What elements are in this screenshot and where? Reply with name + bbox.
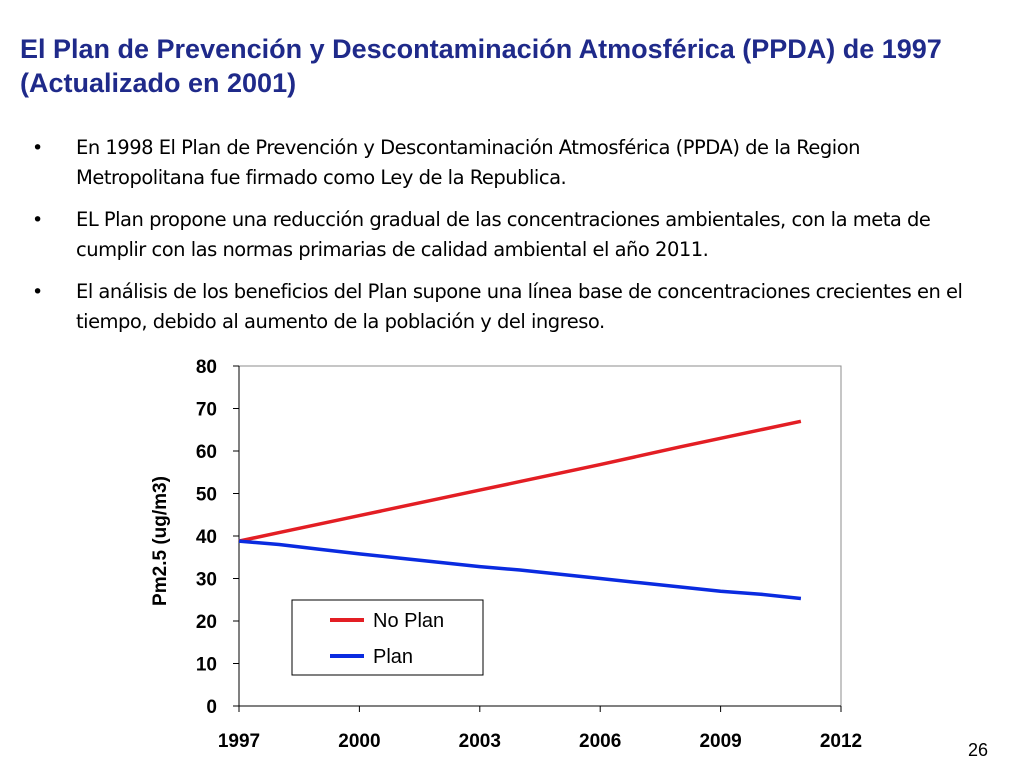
- x-tick-label: 2003: [459, 731, 501, 752]
- bullet-item: • EL Plan propone una reducción gradual …: [30, 205, 990, 265]
- bullet-item: • El análisis de los beneficios del Plan…: [30, 277, 990, 337]
- slide-title: El Plan de Prevención y Descontaminación…: [20, 34, 942, 98]
- y-tick-label: 60: [196, 442, 217, 463]
- page-number: 26: [967, 740, 988, 760]
- x-tick-label: 2009: [699, 731, 741, 752]
- x-tick-label: 1997: [218, 731, 260, 752]
- legend-label: Plan: [373, 646, 413, 668]
- legend-box: [291, 599, 484, 676]
- y-tick-label: 50: [196, 485, 217, 506]
- y-axis-label: Pm2.5 (ug/m3): [150, 476, 171, 606]
- bullet-dot: •: [32, 137, 43, 159]
- y-tick-label: 20: [196, 612, 217, 633]
- y-tick-label: 10: [196, 655, 217, 676]
- series-line-plan: [238, 539, 802, 601]
- y-tick-label: 40: [196, 527, 217, 548]
- series-line-no-plan: [238, 419, 802, 543]
- bullet-text: El análisis de los beneficios del Plan s…: [76, 280, 963, 333]
- y-tick-label: 70: [196, 400, 217, 421]
- bullet-text: En 1998 El Plan de Prevención y Desconta…: [76, 136, 861, 189]
- bullet-text: EL Plan propone una reducción gradual de…: [76, 208, 931, 261]
- x-tick-label: 2006: [579, 731, 621, 752]
- y-tick-label: 0: [206, 697, 217, 718]
- y-tick-label: 80: [196, 357, 217, 378]
- bullet-dot: •: [32, 209, 43, 231]
- x-tick-label: 2000: [338, 731, 380, 752]
- bullet-dot: •: [32, 281, 43, 303]
- bullet-list: • En 1998 El Plan de Prevención y Descon…: [30, 133, 990, 349]
- y-tick-label: 30: [196, 570, 217, 591]
- bullet-item: • En 1998 El Plan de Prevención y Descon…: [30, 133, 990, 193]
- legend-label: No Plan: [373, 610, 444, 632]
- x-tick-label: 2012: [820, 731, 862, 752]
